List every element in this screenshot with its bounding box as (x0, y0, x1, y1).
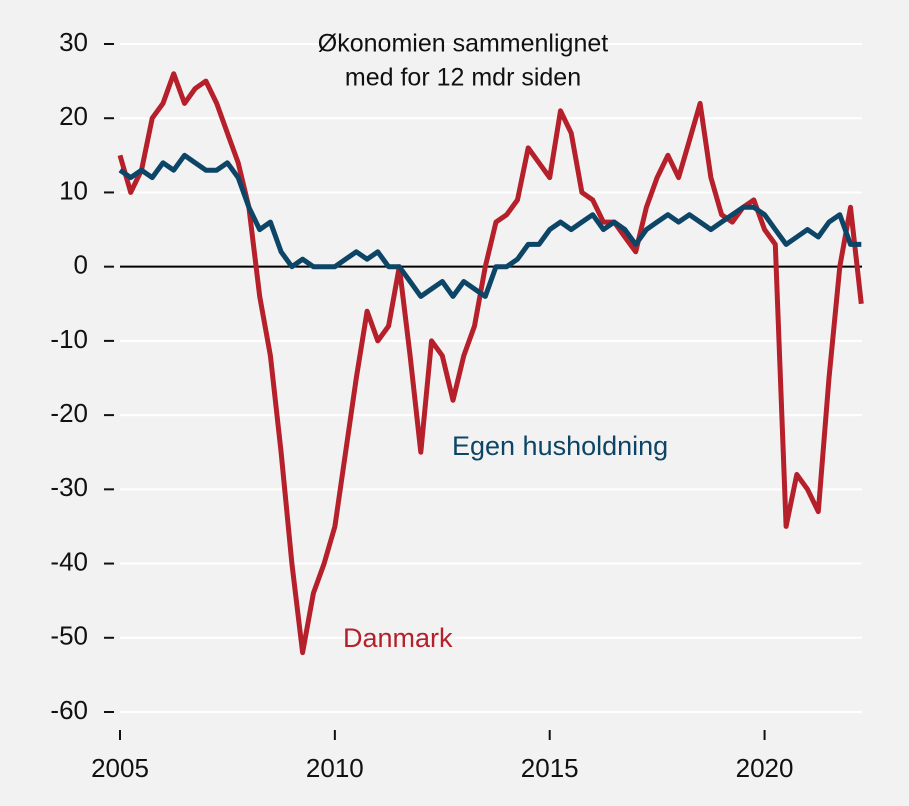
x-tick-label: 2010 (306, 753, 364, 783)
y-tick-label: -60 (50, 695, 88, 725)
y-tick-label: -30 (50, 472, 88, 502)
y-tick-label: 0 (74, 250, 88, 280)
y-tick-label: -20 (50, 398, 88, 428)
y-tick-label: 10 (59, 175, 88, 205)
y-tick-label: 20 (59, 101, 88, 131)
series-label: Egen husholdning (452, 431, 668, 461)
series-line (117, 71, 864, 656)
y-tick-label: -50 (50, 621, 88, 651)
x-tick-label: 2005 (91, 753, 149, 783)
series-label: Danmark (343, 623, 453, 653)
y-tick-label: -40 (50, 546, 88, 576)
y-tick-label: 30 (59, 27, 88, 57)
x-tick-label: 2020 (736, 753, 794, 783)
chart-title: Økonomien sammenlignet (318, 30, 608, 58)
y-tick-label: -10 (50, 324, 88, 354)
series-line (118, 152, 862, 299)
chart-title: med for 12 mdr siden (345, 64, 581, 92)
x-tick-label: 2015 (521, 753, 579, 783)
